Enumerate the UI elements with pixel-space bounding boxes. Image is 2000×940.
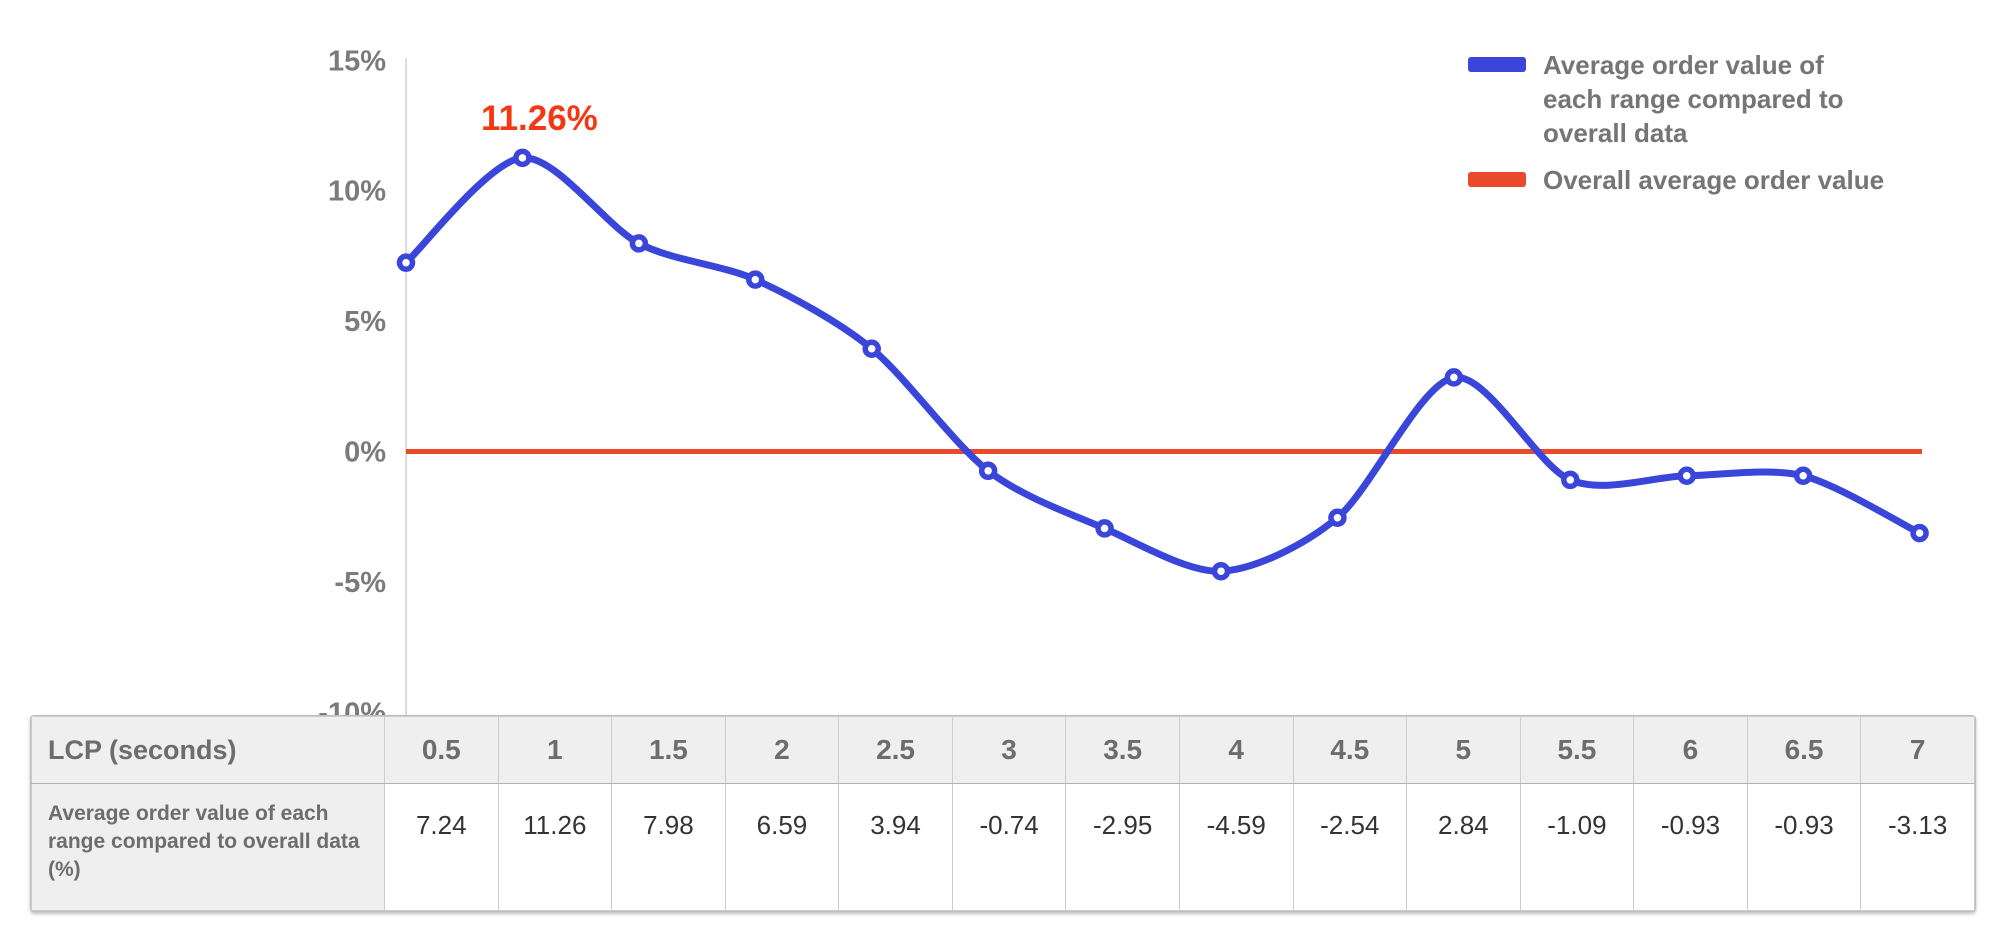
data-point-marker (1910, 523, 1929, 543)
lcp-column-header: 5.5 (1519, 716, 1635, 784)
data-point-marker (746, 270, 765, 289)
value-cell: 3.94 (838, 783, 953, 911)
data-point-marker (1095, 519, 1114, 538)
value-cell: -0.74 (951, 783, 1067, 911)
legend-label: Average order value of each range compar… (1543, 50, 1844, 148)
lcp-column-header: 7 (1860, 716, 1975, 784)
y-tick-label: 10% (328, 176, 386, 208)
legend-item-overall-average: Overall average order value (1468, 163, 1888, 197)
lcp-column-header: 2 (724, 716, 840, 784)
red-line-swatch (1468, 172, 1526, 187)
data-point-marker (1793, 466, 1813, 486)
value-cell: -1.09 (1519, 783, 1635, 911)
data-point-marker (1444, 368, 1464, 387)
legend-label: Overall average order value (1543, 165, 1885, 195)
chart-legend: Average order value of each range compar… (1468, 48, 1888, 210)
data-point-marker (396, 253, 416, 272)
table-header-row: LCP (seconds) 0.5 1 1.5 2 2.5 3 3.5 4 4.5 5 5.5 6 6.… (31, 716, 1975, 784)
data-point-marker (1328, 508, 1347, 527)
data-point-marker (1211, 561, 1231, 581)
data-point-marker (629, 234, 649, 253)
lcp-column-header: 3.5 (1065, 716, 1180, 784)
peak-value-annotation: 11.26% (481, 99, 598, 138)
value-cell: -4.59 (1178, 783, 1294, 911)
value-cell: -0.93 (1633, 783, 1748, 911)
aov-series-line (402, 154, 1924, 575)
blue-line-swatch (1468, 57, 1526, 72)
data-point-marker (862, 339, 881, 358)
data-point-marker (1677, 466, 1696, 486)
value-cell: -2.95 (1065, 783, 1180, 911)
lcp-column-header: 1 (497, 716, 613, 784)
lcp-column-header: 6.5 (1746, 716, 1862, 784)
lcp-column-header: 1.5 (611, 716, 726, 784)
lcp-column-header: 6 (1633, 716, 1748, 784)
lcp-column-header: 4.5 (1292, 716, 1408, 784)
y-tick-label: -5% (334, 567, 386, 599)
lcp-column-header: 5 (1406, 716, 1521, 784)
lcp-column-header: 0.5 (384, 716, 499, 784)
value-cell: -2.54 (1292, 783, 1408, 911)
lcp-column-header: 3 (951, 716, 1067, 784)
value-cell: 7.24 (384, 783, 499, 911)
legend-item-range-series: Average order value of each range compar… (1468, 48, 1888, 150)
data-table: LCP (seconds) 0.5 1 1.5 2 2.5 3 3.5 4 4.5 5 5.5 6 6.… (31, 716, 1975, 911)
value-cell: 2.84 (1406, 783, 1521, 911)
value-cell: -0.93 (1746, 783, 1862, 911)
y-tick-label: 5% (344, 306, 386, 338)
value-cell: -3.13 (1860, 783, 1975, 911)
chart-svg: 15%10%5%0%-5%-10%11.26% (318, 45, 1929, 729)
lcp-seconds-header: LCP (seconds) (31, 716, 385, 784)
data-table-container: LCP (seconds) 0.5 1 1.5 2 2.5 3 3.5 4 4.5 5 5.5 6 6.… (30, 715, 1976, 912)
lcp-column-header: 2.5 (838, 716, 953, 784)
data-point-marker (513, 148, 532, 168)
value-cell: 7.98 (611, 783, 726, 911)
y-tick-label: 15% (328, 45, 386, 77)
lcp-column-header: 4 (1178, 716, 1294, 784)
value-cell: 6.59 (724, 783, 840, 911)
value-cell: 11.26 (497, 783, 613, 911)
data-point-marker (978, 461, 998, 481)
table-value-row: Average order value of each range compar… (31, 783, 1975, 911)
data-point-marker (1561, 470, 1580, 490)
y-tick-label: 0% (344, 437, 386, 469)
aov-row-label: Average order value of each range compar… (31, 783, 385, 911)
